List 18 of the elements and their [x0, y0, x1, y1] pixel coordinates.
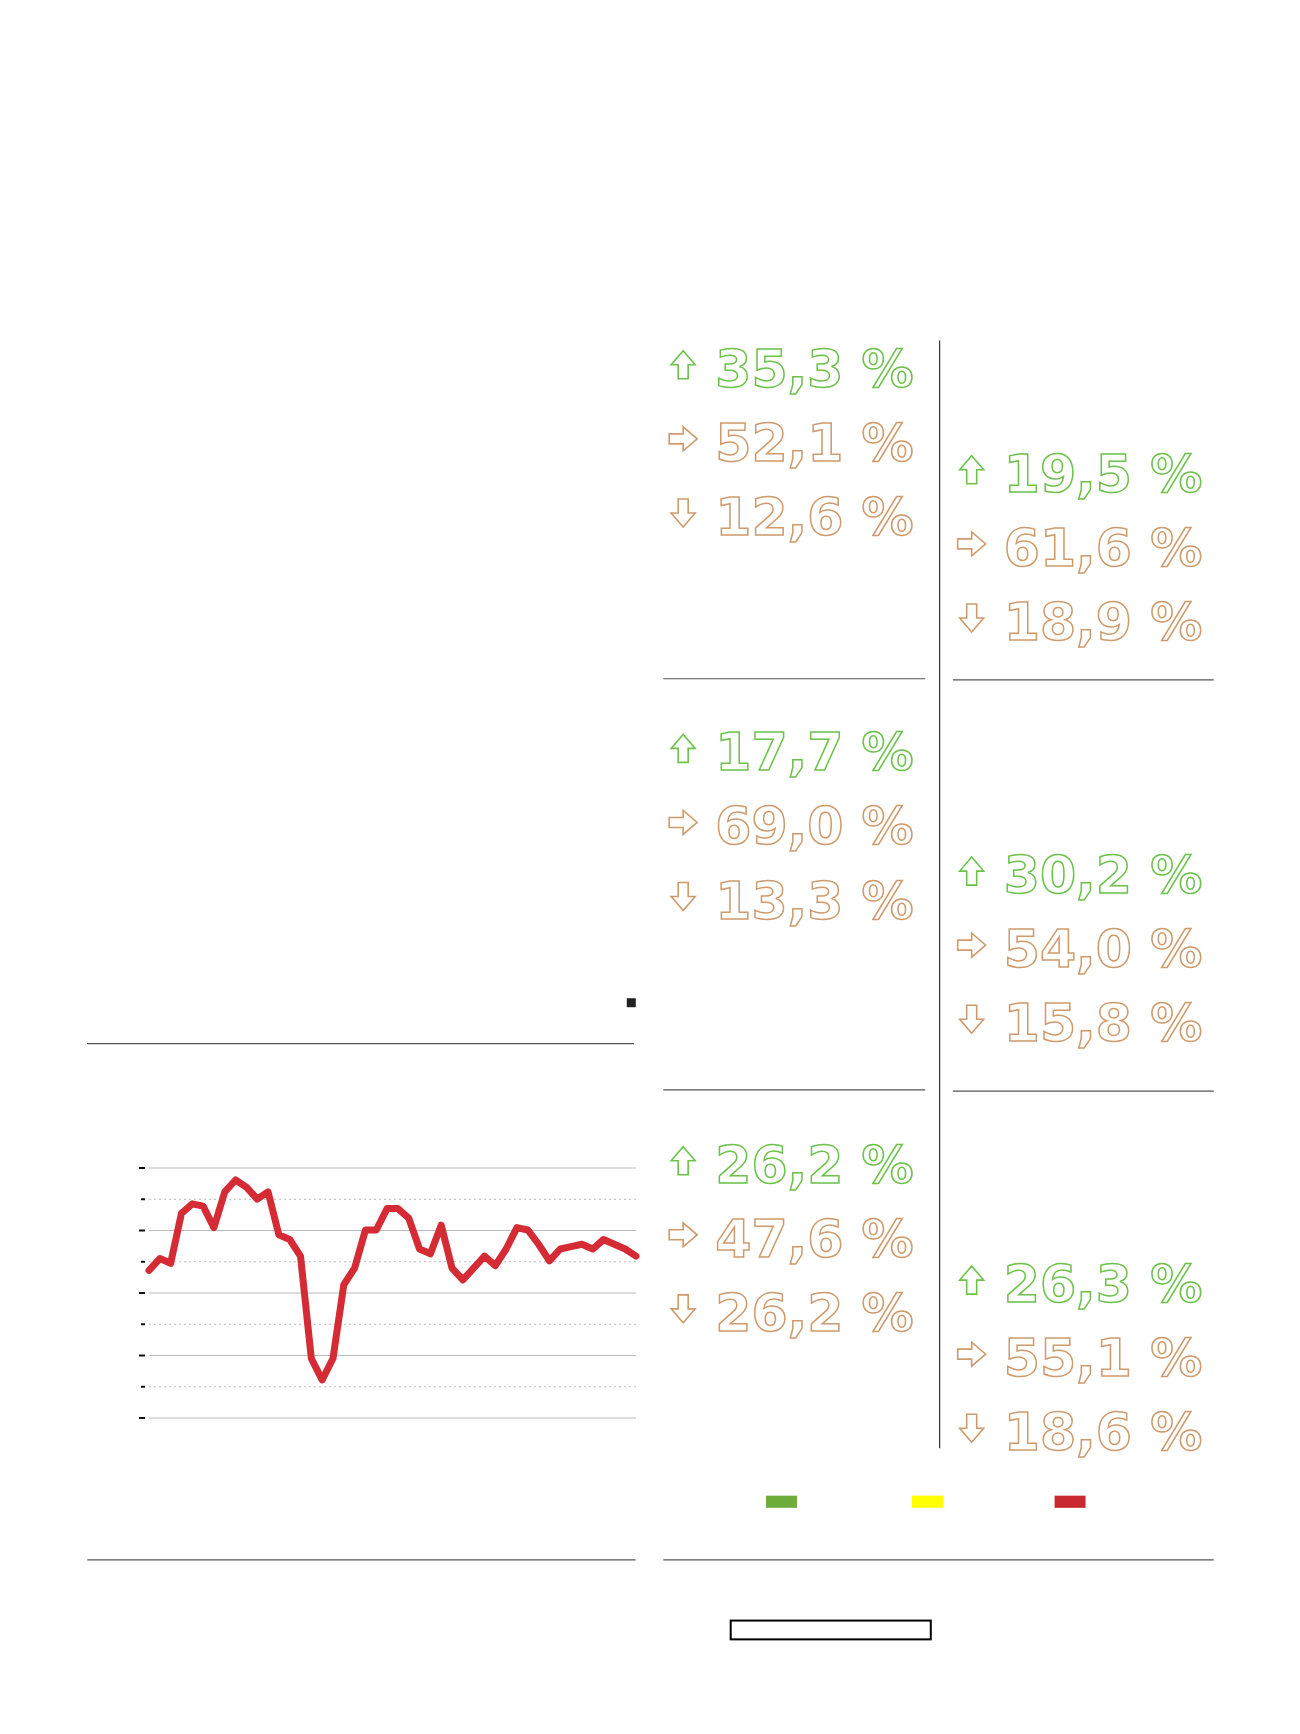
- text: 55,1 %: [1003, 1328, 1203, 1389]
- text: 61,6 %: [1003, 517, 1203, 578]
- text: 26,2 %: [715, 1282, 914, 1343]
- text: 30,2 %: [1003, 845, 1203, 906]
- text: 17,7 %: [715, 722, 914, 783]
- text: 12,6 %: [715, 486, 914, 547]
- text: 52,1 %: [715, 412, 914, 473]
- text: 47,6 %: [715, 1208, 914, 1269]
- text: 13,3 %: [715, 870, 914, 931]
- text: 18,6 %: [1003, 1402, 1203, 1463]
- text: 54,0 %: [1003, 919, 1203, 980]
- text: 15,8 %: [1003, 993, 1203, 1054]
- text: 26,2 %: [715, 1134, 914, 1195]
- text: 26,3 %: [1003, 1254, 1203, 1315]
- text: 18,9 %: [1003, 591, 1203, 652]
- text: 69,0 %: [715, 796, 914, 857]
- text: 35,3 %: [715, 338, 914, 399]
- text: 19,5 %: [1003, 443, 1203, 504]
